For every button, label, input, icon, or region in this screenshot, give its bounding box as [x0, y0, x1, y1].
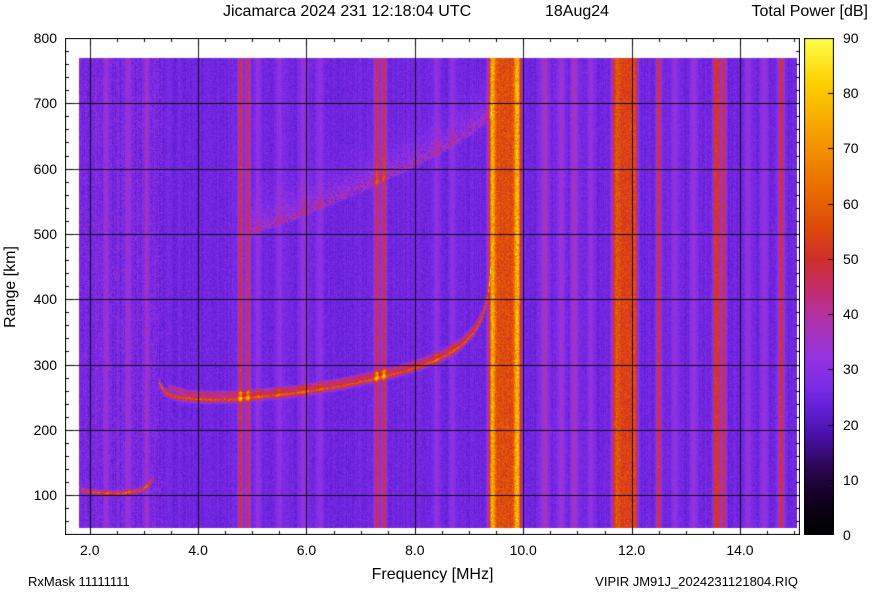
x-tick-label: 12.0: [617, 542, 646, 558]
colorbar-tick-label: 60: [843, 195, 859, 212]
colorbar-tick-label: 20: [843, 416, 859, 433]
colorbar-tick-label: 50: [843, 250, 859, 267]
colorbar-tick-label: 30: [843, 361, 859, 378]
x-tick-label: 14.0: [726, 542, 754, 558]
y-tick-label: 300: [33, 356, 57, 373]
y-tick-label: 800: [33, 30, 57, 46]
ionogram-heatmap-canvas: [65, 38, 800, 535]
colorbar-canvas: [804, 38, 834, 535]
y-axis-label: Range [km]: [2, 246, 19, 328]
y-tick-label: 200: [33, 421, 57, 438]
y-tick-label: 100: [33, 487, 57, 504]
colorbar-tick-label: 80: [843, 85, 859, 102]
y-tick-label: 500: [33, 225, 57, 242]
colorbar-tick-label: 0: [843, 527, 851, 543]
colorbar-title: Total Power [dB]: [751, 3, 869, 20]
colorbar-tick-label: 70: [843, 140, 859, 157]
x-axis-label: Frequency [MHz]: [371, 566, 494, 583]
x-tick-label: 10.0: [509, 542, 537, 558]
x-tick-label: 4.0: [188, 542, 208, 558]
colorbar-tick-label: 90: [843, 30, 859, 46]
rx-mask-label: RxMask 11111111: [28, 574, 130, 589]
y-tick-label: 600: [33, 160, 57, 177]
colorbar-tick-label: 10: [843, 471, 859, 488]
x-tick-label: 6.0: [296, 542, 317, 558]
y-tick-label: 400: [33, 291, 57, 308]
x-tick-label: 2.0: [80, 542, 100, 558]
plot-date: 18Aug24: [545, 3, 610, 20]
x-tick-label: 8.0: [405, 542, 425, 558]
file-name-label: VIPIR JM91J_2024231121804.RIQ: [595, 574, 798, 589]
colorbar-tick-label: 40: [843, 306, 859, 323]
y-tick-label: 700: [33, 95, 57, 112]
plot-title: Jicamarca 2024 231 12:18:04 UTC: [223, 3, 472, 20]
